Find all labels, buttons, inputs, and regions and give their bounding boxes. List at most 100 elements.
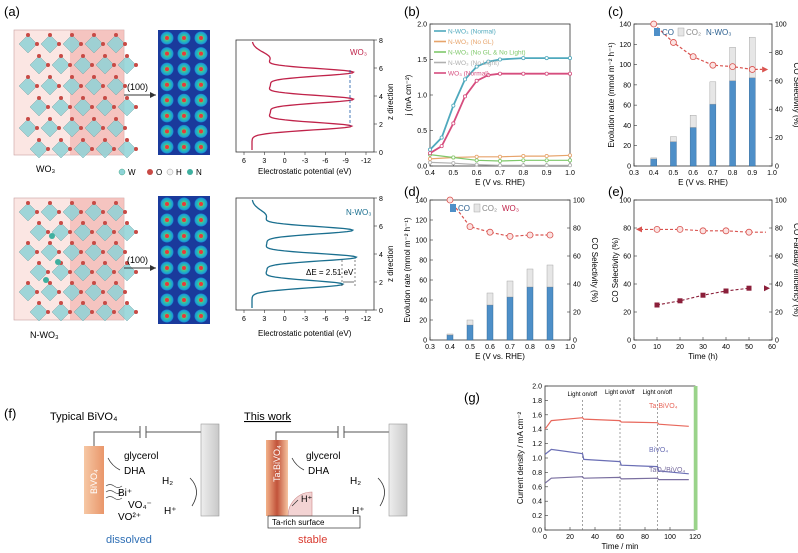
x-tick-label: 20 [676,344,684,351]
f-right-h-arrow [291,499,299,507]
wo3-curve-label: WO₃ [350,48,367,57]
y-tick-label: 140 [415,198,427,205]
elf-atom-core [182,67,186,72]
legend-w: W [128,168,136,177]
elf-atom-core [182,218,186,222]
y-tick-label: 1.4 [532,427,542,434]
o-atom [112,63,116,67]
series-point [497,154,502,159]
nwo3-curve-label: N-WO₃ [346,208,371,217]
w-octahedron [18,34,38,54]
w-octahedron [51,222,71,242]
w-octahedron [29,55,49,75]
series-point [474,154,479,159]
n-atom [55,259,61,265]
elf-atom-core [165,36,169,40]
plot-frame [633,199,773,341]
y2-tick-label: 20 [775,135,783,142]
elf-atom-core [182,234,186,238]
series-label: BiVO₄ [649,447,668,454]
w-octahedron [117,302,137,322]
atom-legend: W O H N [118,168,202,177]
elf-atom-core [182,282,186,286]
o-atom [114,117,118,121]
o-atom [81,54,85,58]
o-atom [134,270,138,274]
elf-atom-core [165,218,169,222]
y2-tick-label: 80 [573,226,581,233]
series-point [497,57,502,62]
series-point [568,158,573,163]
w-octahedron [40,282,60,302]
x-tick-label: 0.7 [495,170,505,177]
y-tick-label: 1.0 [532,456,542,463]
y-tick-label: 1.2 [532,441,542,448]
elf-atom-core [182,82,186,87]
y-axis-label: Evolution rate (mmol m⁻² h⁻¹) [403,217,412,323]
potential-x-tick-label: -12 [361,158,371,165]
w-octahedron [95,222,115,242]
elf-atom-core [165,129,169,134]
series-point [544,154,549,159]
elf-atom-core [165,113,169,118]
y-tick-label: 0.6 [532,484,542,491]
potential-ylabel-bottom: z direction [386,246,395,282]
nwo3-potential-plot: ΔE = 2.51 eV N-WO₃ 6 3 0 -3 -6 -9 -12 0 2 4 6 8 Ele… [235,196,395,338]
elf-atom-core [182,145,186,149]
elf-atom-core [199,282,203,286]
series-point [521,71,526,76]
series-point [474,64,479,69]
o-atom [26,117,30,121]
o-atom [57,210,61,214]
o-atom [92,241,96,245]
w-octahedron [106,282,126,302]
o-atom [90,63,94,67]
x-tick-label: 0.4 [445,344,455,351]
series-point [568,71,573,76]
f-right-reaction-arrow [291,457,305,471]
nwo3-elf-map [158,196,210,324]
x-tick-label: 0.8 [518,170,528,177]
o-atom [59,221,63,225]
y-tick-label: 140 [619,22,631,29]
w-octahedron [40,242,60,262]
o-atom [103,301,107,305]
x-axis-label: E (V vs. RHE) [475,352,525,361]
x-tick-label: 100 [664,534,676,541]
legend-sample-label: N-WO₃ [706,28,731,37]
light-toggle-label: Light on/off [605,390,635,396]
o-atom [79,250,83,254]
selectivity-point [546,231,554,239]
y2-tick-label: 0 [775,338,779,345]
selectivity-point [722,227,730,235]
o-atom [103,261,107,265]
o-atom [134,63,138,67]
w-octahedron [106,242,126,262]
y-tick-label: 80 [623,82,631,89]
f-right-status: stable [298,534,327,546]
o-atom [103,54,107,58]
x-tick-label: 0.6 [688,170,698,177]
f-right-title: This work [244,411,292,423]
series-label: TaOₓ/BiVO₄ [649,467,685,474]
w-octahedron [73,97,93,117]
co2-bar [466,319,474,326]
wo3-structure-label: WO₃ [36,164,55,174]
o-atom [26,241,30,245]
o-atom [112,147,116,151]
o-atom [37,221,41,225]
o-atom [101,126,105,130]
o-atom [70,33,74,37]
f-left-title: Typical BiVO₄ [50,411,118,423]
o-atom [134,230,138,234]
y-tick-label: 20 [419,318,427,325]
o-atom [101,42,105,46]
x-tick-label: 0.8 [728,170,738,177]
w-octahedron [62,34,82,54]
elf-atom-core [199,298,203,302]
selectivity-point [446,196,454,204]
w-octahedron [40,202,60,222]
o-atom [70,281,74,285]
o-atom [26,75,30,79]
